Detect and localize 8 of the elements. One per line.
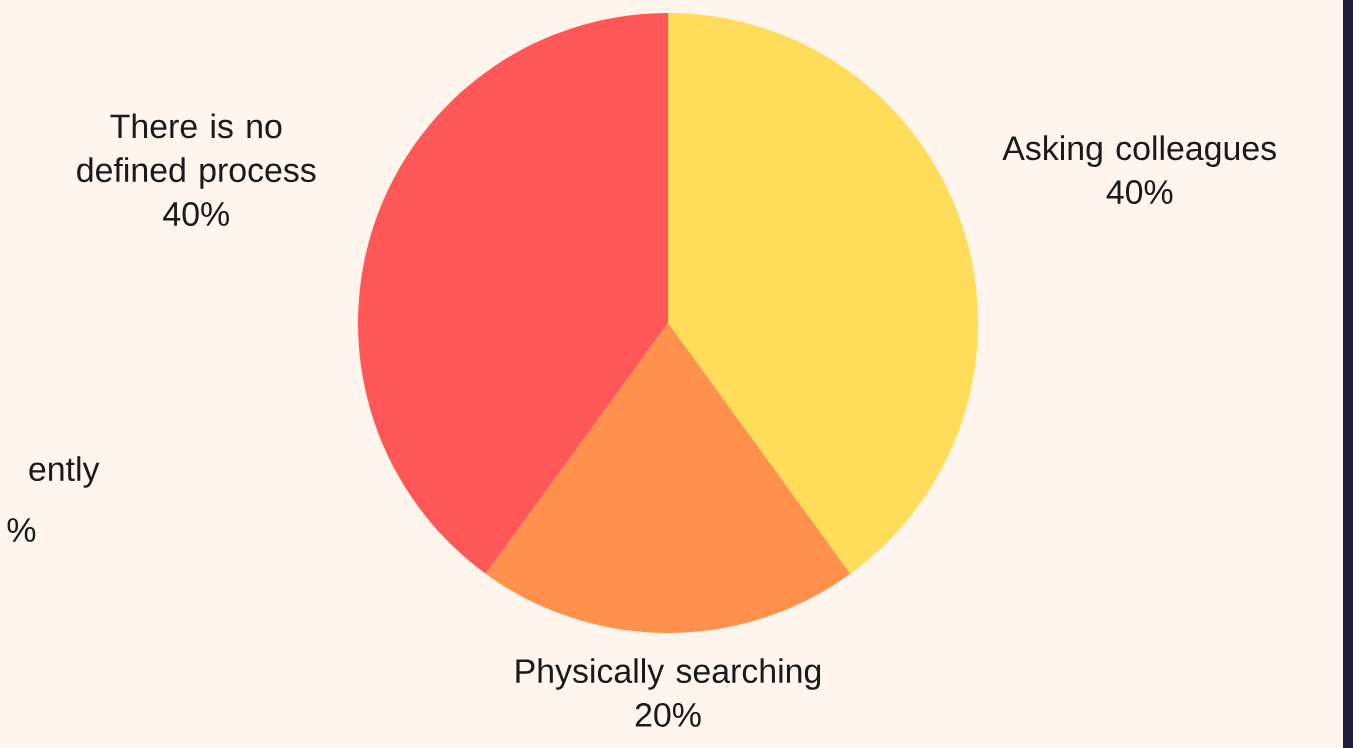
data-label: 20% <box>635 702 701 727</box>
text: ently <box>29 456 100 488</box>
slice-label: There is no defined process <box>77 113 316 189</box>
slice-label: Physically searching <box>516 658 821 690</box>
text: % <box>7 518 36 542</box>
data-label: 40% <box>1106 180 1173 205</box>
data-label: 40% <box>163 202 229 226</box>
slice-label: Asking colleagues <box>1002 135 1276 167</box>
